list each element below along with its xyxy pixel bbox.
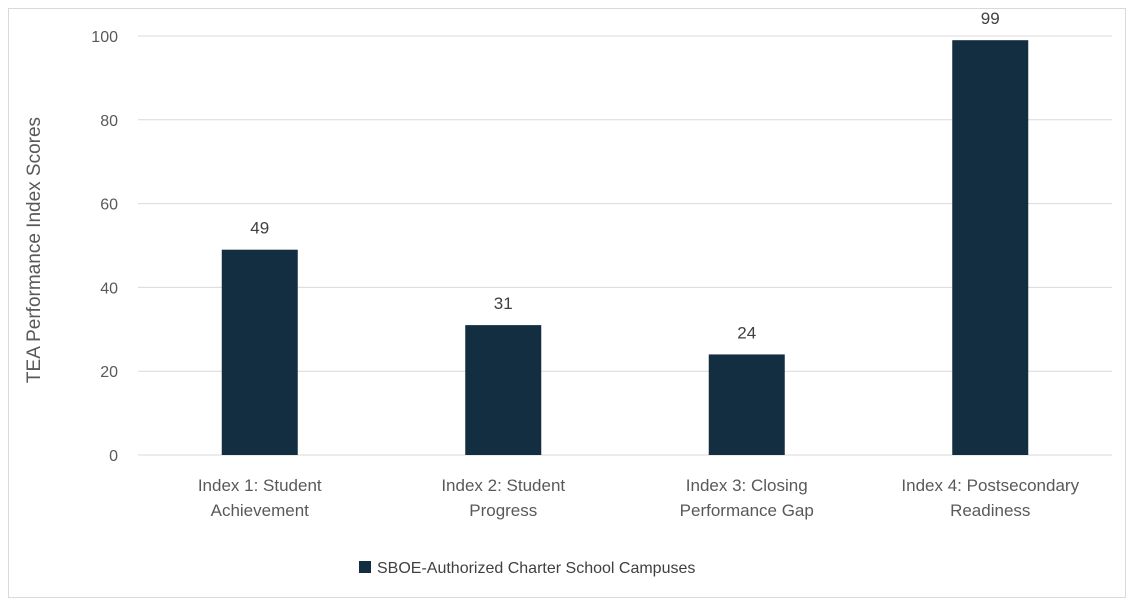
y-tick-label: 80: [100, 113, 118, 130]
y-tick-label: 60: [100, 197, 118, 214]
bar: [221, 249, 298, 455]
bars: [221, 40, 1029, 455]
x-tick-label: Performance Gap: [680, 501, 814, 520]
y-tick-label: 100: [91, 29, 118, 46]
x-tick-label: Readiness: [950, 501, 1030, 520]
y-tick-labels: 0 20 40 60 80 100: [91, 29, 118, 465]
chart-frame: [8, 8, 1126, 598]
x-tick-label: Achievement: [211, 501, 310, 520]
bar: [952, 40, 1029, 455]
x-tick-label: Index 1: Student: [198, 476, 322, 495]
y-tick-label: 0: [109, 448, 118, 465]
category-labels: Index 1: Student Achievement Index 2: Stud…: [198, 476, 1080, 520]
bar: [465, 325, 542, 455]
y-axis-label: TEA Performance Index Scores: [24, 117, 45, 383]
gridlines: [138, 35, 1112, 456]
data-labels: 49 31 24 99: [250, 9, 999, 342]
data-label: 24: [737, 323, 756, 342]
legend: SBOE-Authorized Charter School Campuses: [359, 560, 695, 577]
data-label: 31: [494, 294, 513, 313]
legend-entry: SBOE-Authorized Charter School Campuses: [377, 560, 695, 577]
data-label: 99: [981, 9, 1000, 28]
y-tick-label: 20: [100, 364, 118, 381]
bar: [708, 354, 785, 455]
legend-swatch: [359, 561, 371, 573]
x-tick-label: Index 4: Postsecondary: [901, 476, 1079, 495]
data-label: 49: [250, 219, 269, 238]
x-tick-label: Index 3: Closing: [686, 476, 808, 495]
x-tick-label: Progress: [469, 501, 537, 520]
y-tick-label: 40: [100, 280, 118, 297]
x-tick-label: Index 2: Student: [441, 476, 565, 495]
